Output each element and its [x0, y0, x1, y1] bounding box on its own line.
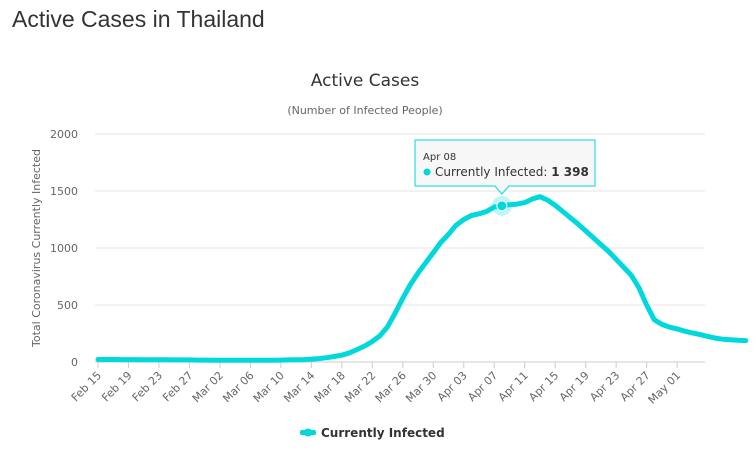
x-tick-label: Mar 18 [312, 369, 348, 405]
x-tick-label: Apr 07 [465, 369, 500, 404]
tooltip-label: Currently Infected: 1 398 [435, 165, 589, 179]
y-tick-label: 0 [71, 356, 78, 369]
legend-item-currently-infected[interactable]: Currently Infected [321, 426, 445, 440]
x-tick-label: Apr 11 [496, 369, 531, 404]
x-tick-label: Mar 30 [403, 369, 439, 405]
y-tick-label: 1000 [50, 242, 78, 255]
chart-title: Active Cases [311, 71, 420, 91]
x-tick-label: May 01 [646, 369, 684, 407]
x-tick-label: Feb 19 [99, 369, 134, 404]
x-tick-label: Feb 27 [160, 369, 195, 404]
x-tick-label: Feb 15 [69, 369, 104, 404]
y-tick-label: 500 [57, 299, 78, 312]
tooltip: Apr 08 Currently Infected: 1 398 [414, 139, 596, 195]
x-tick-label: Mar 14 [281, 369, 317, 405]
tooltip-box [414, 139, 596, 195]
x-tick-label: Apr 03 [435, 369, 470, 404]
x-tick-label: Apr 19 [557, 369, 592, 404]
y-tick-label: 2000 [50, 128, 78, 141]
x-tick-label: Mar 10 [251, 369, 287, 405]
tooltip-marker [423, 168, 431, 176]
x-tick-label: Apr 23 [587, 369, 622, 404]
chart-subtitle: (Number of Infected People) [287, 104, 442, 117]
tooltip-date: Apr 08 [423, 152, 456, 163]
x-tick-label: Mar 02 [190, 369, 226, 405]
x-tick-label: Mar 06 [220, 369, 256, 405]
tooltip-value: 1 398 [551, 165, 589, 179]
x-tick-label: Mar 26 [373, 369, 409, 405]
x-tick-label: Feb 23 [130, 369, 165, 404]
legend: Currently Infected [300, 426, 445, 440]
page-title: Active Cases in Thailand [12, 6, 265, 32]
y-tick-label: 1500 [50, 185, 78, 198]
legend-marker[interactable] [304, 428, 312, 437]
series-line-currently-infected[interactable] [95, 194, 749, 363]
x-tick-label: Apr 15 [526, 369, 561, 404]
y-axis-title: Total Coronavirus Currently Infected [30, 149, 43, 348]
x-tick-label: Mar 22 [342, 369, 378, 405]
data-point-apr-08[interactable] [496, 200, 508, 212]
